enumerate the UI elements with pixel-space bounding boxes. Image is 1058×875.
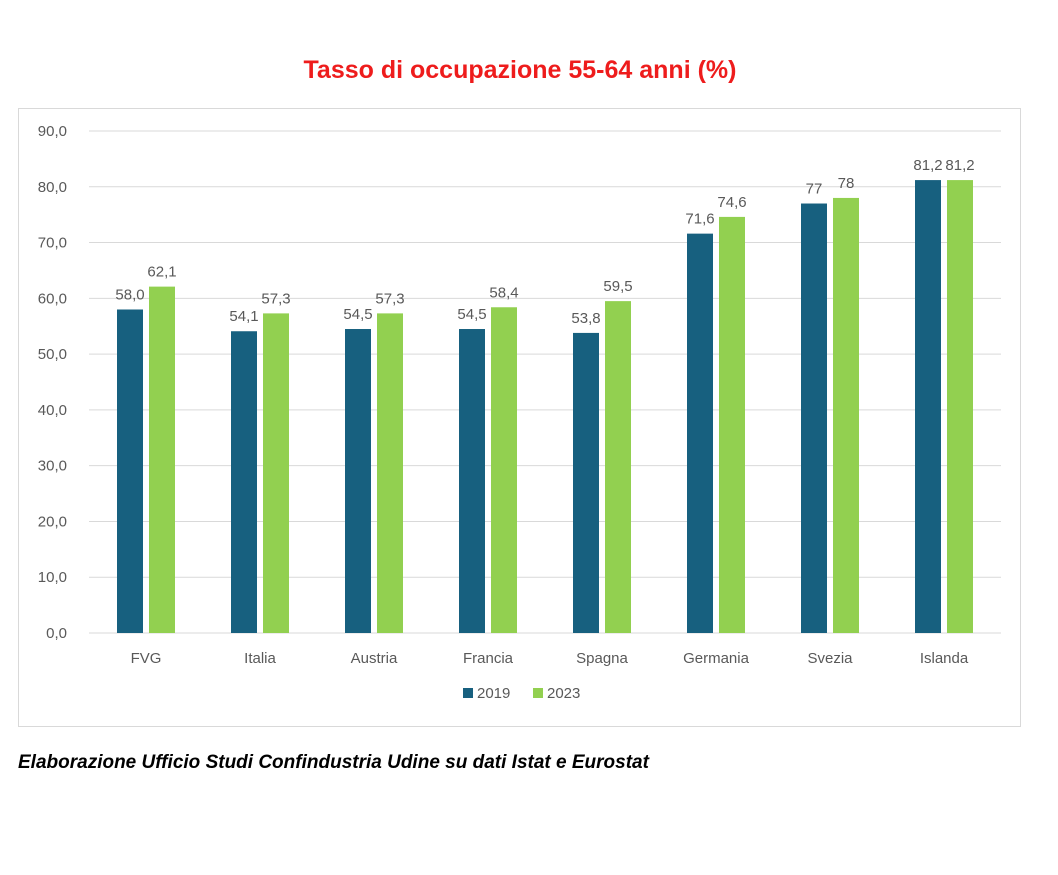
bar-2019-islanda [915, 180, 941, 633]
bar-2023-francia [491, 307, 517, 633]
bar-2023-germania [719, 216, 745, 634]
x-tick-label: FVG [131, 650, 162, 667]
y-tick-label: 50,0 [38, 346, 67, 363]
x-tick-label: Svezia [807, 650, 853, 667]
data-label: 78 [838, 175, 855, 192]
source-caption: Elaborazione Ufficio Studi Confindustria… [18, 752, 649, 773]
legend-swatch-2019 [463, 688, 473, 698]
data-label: 54,5 [457, 306, 486, 323]
data-label: 54,1 [229, 308, 258, 325]
bar-2023-svezia [833, 197, 859, 633]
data-label: 77 [806, 181, 823, 198]
data-label: 81,2 [945, 157, 974, 174]
x-tick-label: Italia [244, 650, 276, 667]
bar-2023-fvg [149, 286, 175, 633]
bar-2019-fvg [117, 309, 143, 633]
legend-label: 2019 [477, 685, 510, 702]
bar-2019-germania [687, 233, 713, 633]
y-tick-label: 40,0 [38, 402, 67, 419]
bar-2019-spagna [573, 332, 599, 633]
data-label: 58,0 [115, 286, 144, 303]
data-label: 57,3 [375, 290, 404, 307]
data-label: 54,5 [343, 306, 372, 323]
y-tick-label: 80,0 [38, 179, 67, 196]
y-tick-label: 0,0 [46, 625, 67, 642]
data-label: 58,4 [489, 284, 518, 301]
data-label: 71,6 [685, 211, 714, 228]
bar-2023-austria [377, 313, 403, 633]
y-tick-label: 90,0 [38, 123, 67, 140]
data-label: 59,5 [603, 278, 632, 295]
bar-chart: 0,0 10,0 20,0 30,0 40,0 50,0 60,0 70,0 80,0 90,0 5… [38, 123, 1001, 702]
legend-label: 2023 [547, 685, 580, 702]
y-tick-label: 70,0 [38, 235, 67, 252]
data-label: 74,6 [717, 194, 746, 211]
data-label: 62,1 [147, 264, 176, 281]
legend-swatch-2023 [533, 688, 543, 698]
bar-2019-svezia [801, 203, 827, 633]
data-label: 81,2 [913, 157, 942, 174]
x-tick-label: Spagna [576, 650, 628, 667]
x-tick-label: Germania [683, 650, 750, 667]
y-tick-label: 30,0 [38, 458, 67, 475]
y-tick-label: 60,0 [38, 290, 67, 307]
bar-2023-italia [263, 313, 289, 633]
data-label: 57,3 [261, 290, 290, 307]
y-tick-label: 10,0 [38, 569, 67, 586]
chart-title: Tasso di occupazione 55-64 anni (%) [303, 56, 737, 84]
chart-frame: 0,0 10,0 20,0 30,0 40,0 50,0 60,0 70,0 80,0 90,0 5… [18, 108, 1021, 727]
x-tick-label: Austria [351, 650, 398, 667]
bar-2019-italia [231, 331, 257, 633]
bar-2023-spagna [605, 301, 631, 633]
data-label: 53,8 [571, 310, 600, 327]
x-tick-label: Francia [463, 650, 514, 667]
bar-2023-islanda [947, 180, 973, 633]
bar-2019-francia [459, 329, 485, 633]
x-tick-label: Islanda [920, 650, 969, 667]
bar-2019-austria [345, 329, 371, 633]
y-tick-label: 20,0 [38, 513, 67, 530]
